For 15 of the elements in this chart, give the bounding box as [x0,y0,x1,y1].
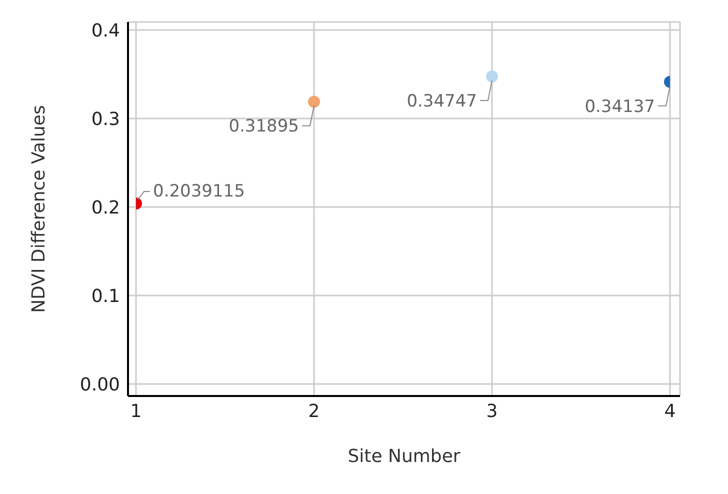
x-tick-label: 3 [486,400,498,422]
data-label: 0.31895 [228,116,299,137]
x-tick-label: 1 [130,400,142,422]
y-tick-label: 0.3 [91,108,120,130]
data-label: 0.2039115 [153,182,245,202]
data-label: 0.34747 [406,91,477,112]
y-tick-label: 0.2 [91,197,120,218]
data-label: 0.34137 [584,96,655,117]
x-axis-title: Site Number [348,446,461,467]
y-tick-label: 0.4 [91,20,120,42]
y-tick-label: 0.00 [80,374,120,396]
x-tick-label: 2 [308,400,320,422]
y-axis-title: NDVI Difference Values [28,105,50,313]
y-tick-label: 0.1 [91,286,120,307]
x-tick-label: 4 [664,400,676,422]
